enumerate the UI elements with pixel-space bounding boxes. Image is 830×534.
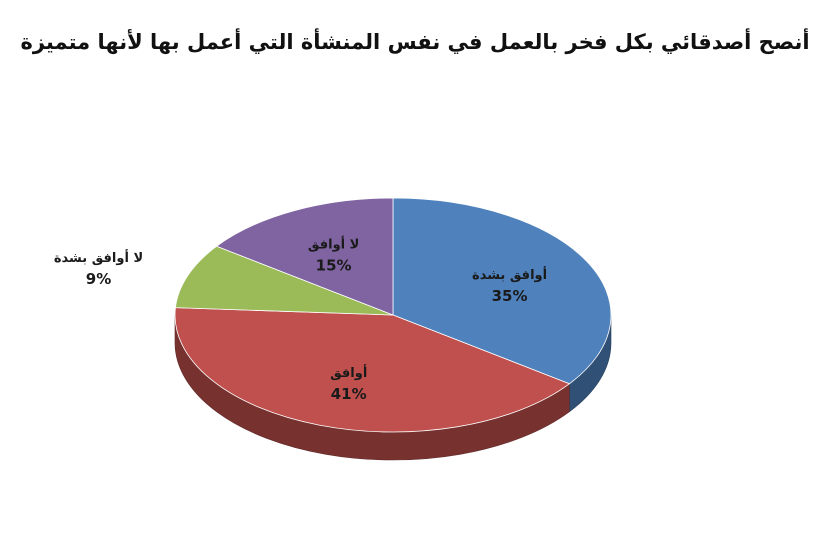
slice-value-label: 15%: [316, 256, 352, 274]
pie-slice-2: [174, 245, 394, 316]
slice-value-label: 35%: [492, 287, 528, 305]
pie-slice-3: [215, 197, 394, 316]
slice-category-label: أوافق بشدة: [472, 266, 547, 283]
pie-slice-1: [174, 307, 571, 433]
slice-category-label: لا أوافق: [308, 235, 359, 252]
pie-labels: أوافق بشدة 35% أوافق 41% لا أوافق بشدة 9% لا أ…: [54, 235, 547, 403]
slice-value-label: 41%: [331, 385, 367, 403]
slice-category-label: لا أوافق بشدة: [54, 249, 143, 266]
slice-category-label: أوافق: [330, 364, 367, 381]
slice-value-label: 9%: [86, 270, 111, 288]
pie-slice-0: [392, 197, 612, 385]
chart-title: أنصح أصدقائي بكل فخر بالعمل في نفس المنش…: [20, 30, 810, 54]
pie-top-surface: [174, 197, 612, 433]
